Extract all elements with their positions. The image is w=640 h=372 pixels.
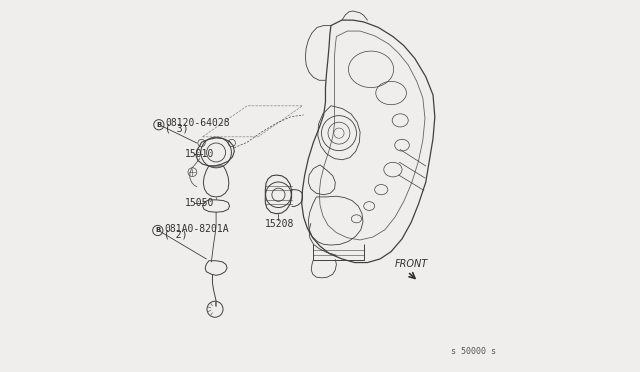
Text: 15010: 15010 — [184, 149, 214, 159]
Text: 081A0-8201A: 081A0-8201A — [164, 224, 228, 234]
Text: s 50000 s: s 50000 s — [451, 347, 495, 356]
Text: FRONT: FRONT — [395, 259, 428, 269]
Text: B: B — [156, 122, 161, 128]
Text: B: B — [155, 227, 161, 234]
Text: ( 2): ( 2) — [164, 229, 188, 239]
Text: ( 3): ( 3) — [165, 124, 189, 134]
Text: 15208: 15208 — [264, 219, 294, 229]
Text: 15050: 15050 — [184, 199, 214, 208]
Text: 08120-64028: 08120-64028 — [165, 118, 230, 128]
